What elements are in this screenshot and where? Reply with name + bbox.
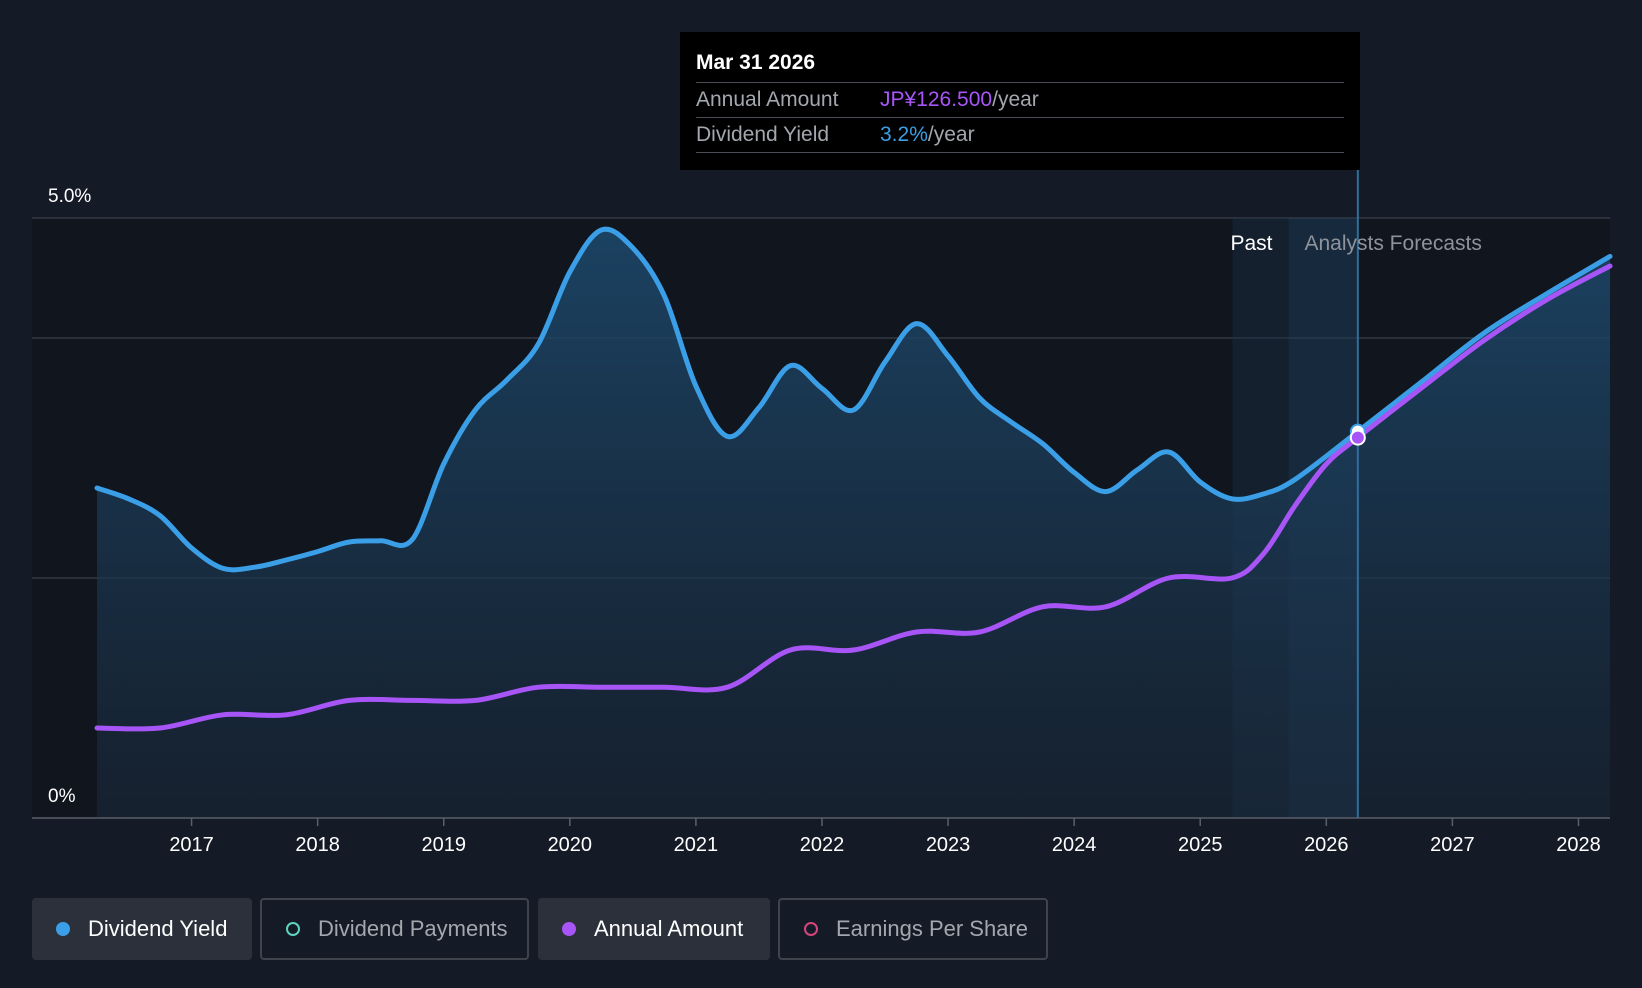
legend-annual-amount[interactable]: Annual Amount [538, 898, 770, 960]
x-tick-label: 2020 [548, 834, 593, 856]
y-tick-label: 5.0% [48, 186, 91, 207]
legend-earnings-per-share-label: Earnings Per Share [836, 916, 1028, 941]
dividend-payments-dot-icon [286, 922, 300, 936]
dividend-yield-line [94, 226, 1613, 573]
x-axis: 2017 2018 2019 2020 2021 2022 2023 2024 2025 2026… [32, 817, 1610, 856]
legend-dividend-yield-label: Dividend Yield [88, 916, 228, 941]
tooltip-dividend-yield-row: Dividend Yield 3.2% /year [696, 118, 1344, 153]
x-tick-label: 2024 [1052, 834, 1097, 856]
legend-earnings-per-share[interactable]: Earnings Per Share [778, 898, 1048, 960]
tooltip-dividend-yield-unit: /year [927, 123, 975, 146]
annual-amount-marker [1349, 429, 1366, 446]
legend-dividend-payments[interactable]: Dividend Payments [260, 898, 529, 960]
x-tick-label: 2022 [800, 834, 845, 856]
x-tick-label: 2023 [926, 834, 971, 856]
hover-markers [1349, 423, 1366, 446]
tooltip-annual-amount-value: JP¥126.500 [880, 88, 993, 111]
x-tick-label: 2027 [1430, 834, 1475, 856]
x-tick-label: 2017 [169, 834, 214, 856]
tooltip-annual-amount-label: Annual Amount [696, 88, 839, 111]
tooltip-date: Mar 31 2026 [696, 32, 1344, 83]
tooltip-dividend-yield-value: 3.2% [880, 123, 928, 146]
x-tick-label: 2018 [295, 834, 340, 856]
x-tick-label: 2025 [1178, 834, 1223, 856]
earnings-per-share-dot-icon [804, 922, 818, 936]
tooltip-annual-amount-row: Annual Amount JP¥126.500 /year [696, 83, 1344, 118]
analysts-forecasts-label: Analysts Forecasts [1304, 232, 1481, 255]
tooltip-dividend-yield-label: Dividend Yield [696, 123, 830, 146]
dividend-yield-dot-icon [56, 922, 70, 936]
y-axis-labels: 5.0% 0% [48, 186, 91, 807]
legend-annual-amount-label: Annual Amount [594, 916, 744, 941]
x-tick-label: 2028 [1556, 834, 1601, 856]
dividend-yield-area [97, 229, 1610, 818]
x-tick-label: 2021 [674, 834, 719, 856]
x-tick-label: 2019 [421, 834, 466, 856]
tooltip-annual-amount-unit: /year [992, 88, 1039, 111]
legend-dividend-yield[interactable]: Dividend Yield [32, 898, 252, 960]
tooltip: Mar 31 2026 Annual Amount JP¥126.500 /ye… [680, 32, 1360, 170]
x-tick-label: 2026 [1304, 834, 1349, 856]
annual-amount-dot-icon [562, 922, 576, 936]
legend-dividend-payments-label: Dividend Payments [318, 916, 508, 941]
y-tick-label: 0% [48, 786, 76, 807]
past-label: Past [1230, 232, 1272, 255]
